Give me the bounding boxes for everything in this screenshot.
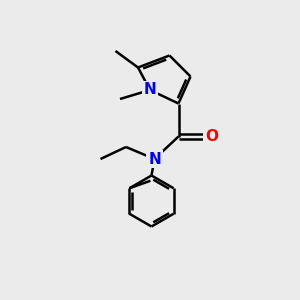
Text: N: N bbox=[144, 82, 156, 98]
Text: O: O bbox=[205, 129, 218, 144]
Text: N: N bbox=[148, 152, 161, 166]
